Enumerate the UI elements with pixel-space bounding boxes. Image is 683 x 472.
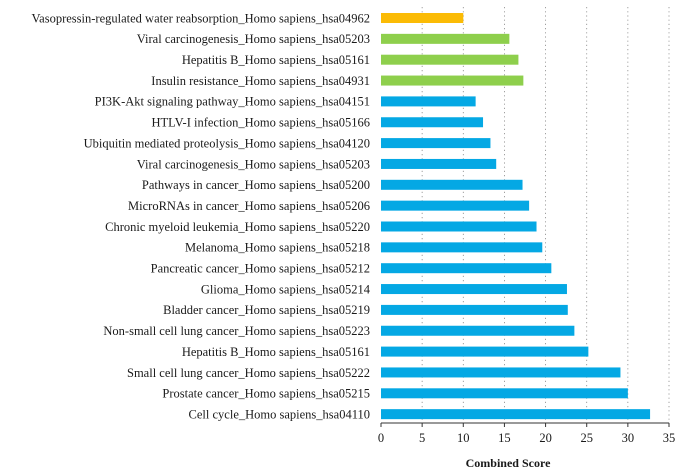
bar [381, 33, 510, 44]
category-label: Hepatitis B_Homo sapiens_hsa05161 [182, 53, 370, 67]
bar [381, 54, 519, 65]
category-label: Bladder cancer_Homo sapiens_hsa05219 [163, 303, 370, 317]
bar [381, 388, 628, 399]
grid-lines [421, 7, 670, 423]
bar [381, 325, 575, 336]
bar [381, 75, 524, 86]
bar [381, 158, 497, 169]
bar [381, 138, 491, 149]
category-label: Melanoma_Homo sapiens_hsa05218 [185, 241, 370, 255]
bar [381, 13, 464, 23]
x-tick-label: 15 [498, 431, 511, 445]
bar [381, 117, 484, 128]
category-label: Pathways in cancer_Homo sapiens_hsa05200 [142, 178, 370, 192]
category-label: Glioma_Homo sapiens_hsa05214 [201, 282, 371, 296]
bar [381, 263, 552, 274]
category-label: Insulin resistance_Homo sapiens_hsa04931 [151, 74, 370, 88]
category-label: Vasopressin-regulated water reabsorption… [32, 11, 370, 25]
category-label: MicroRNAs in cancer_Homo sapiens_hsa0520… [128, 199, 370, 213]
category-label: PI3K-Akt signaling pathway_Homo sapiens_… [95, 95, 370, 109]
bars [381, 13, 651, 420]
x-axis: 0 5 10 15 20 25 30 35 [378, 422, 676, 445]
x-tick-label: 35 [663, 431, 676, 445]
bar [381, 179, 523, 190]
category-label: Hepatitis B_Homo sapiens_hsa05161 [182, 345, 370, 359]
category-labels: Vasopressin-regulated water reabsorption… [32, 11, 371, 421]
category-label: Ubiquitin mediated proteolysis_Homo sapi… [84, 136, 370, 150]
category-label: Pancreatic cancer_Homo sapiens_hsa05212 [151, 262, 370, 276]
category-label: Viral carcinogenesis_Homo sapiens_hsa052… [137, 32, 370, 46]
category-label: HTLV-I infection_Homo sapiens_hsa05166 [152, 116, 371, 130]
bar [381, 304, 568, 315]
x-tick-label: 0 [378, 431, 384, 445]
bar [381, 367, 621, 378]
category-label: Non-small cell lung cancer_Homo sapiens_… [103, 324, 370, 338]
bar [381, 284, 567, 295]
category-label: Viral carcinogenesis_Homo sapiens_hsa052… [137, 157, 370, 171]
category-label: Chronic myeloid leukemia_Homo sapiens_hs… [105, 220, 370, 234]
x-tick-label: 10 [457, 431, 470, 445]
category-label: Cell cycle_Homo sapiens_hsa04110 [189, 407, 370, 421]
category-label: Prostate cancer_Homo sapiens_hsa05215 [162, 387, 370, 401]
bar [381, 242, 543, 253]
x-tick-label: 20 [539, 431, 552, 445]
x-tick-label: 5 [419, 431, 425, 445]
x-tick-label: 25 [580, 431, 593, 445]
x-axis-title: Combined Score [466, 456, 551, 470]
x-tick-label: 30 [622, 431, 635, 445]
category-label: Small cell lung cancer_Homo sapiens_hsa0… [127, 366, 370, 380]
bar [381, 409, 651, 420]
bar [381, 200, 530, 211]
bar [381, 221, 537, 232]
bar [381, 96, 476, 107]
bar [381, 346, 589, 357]
